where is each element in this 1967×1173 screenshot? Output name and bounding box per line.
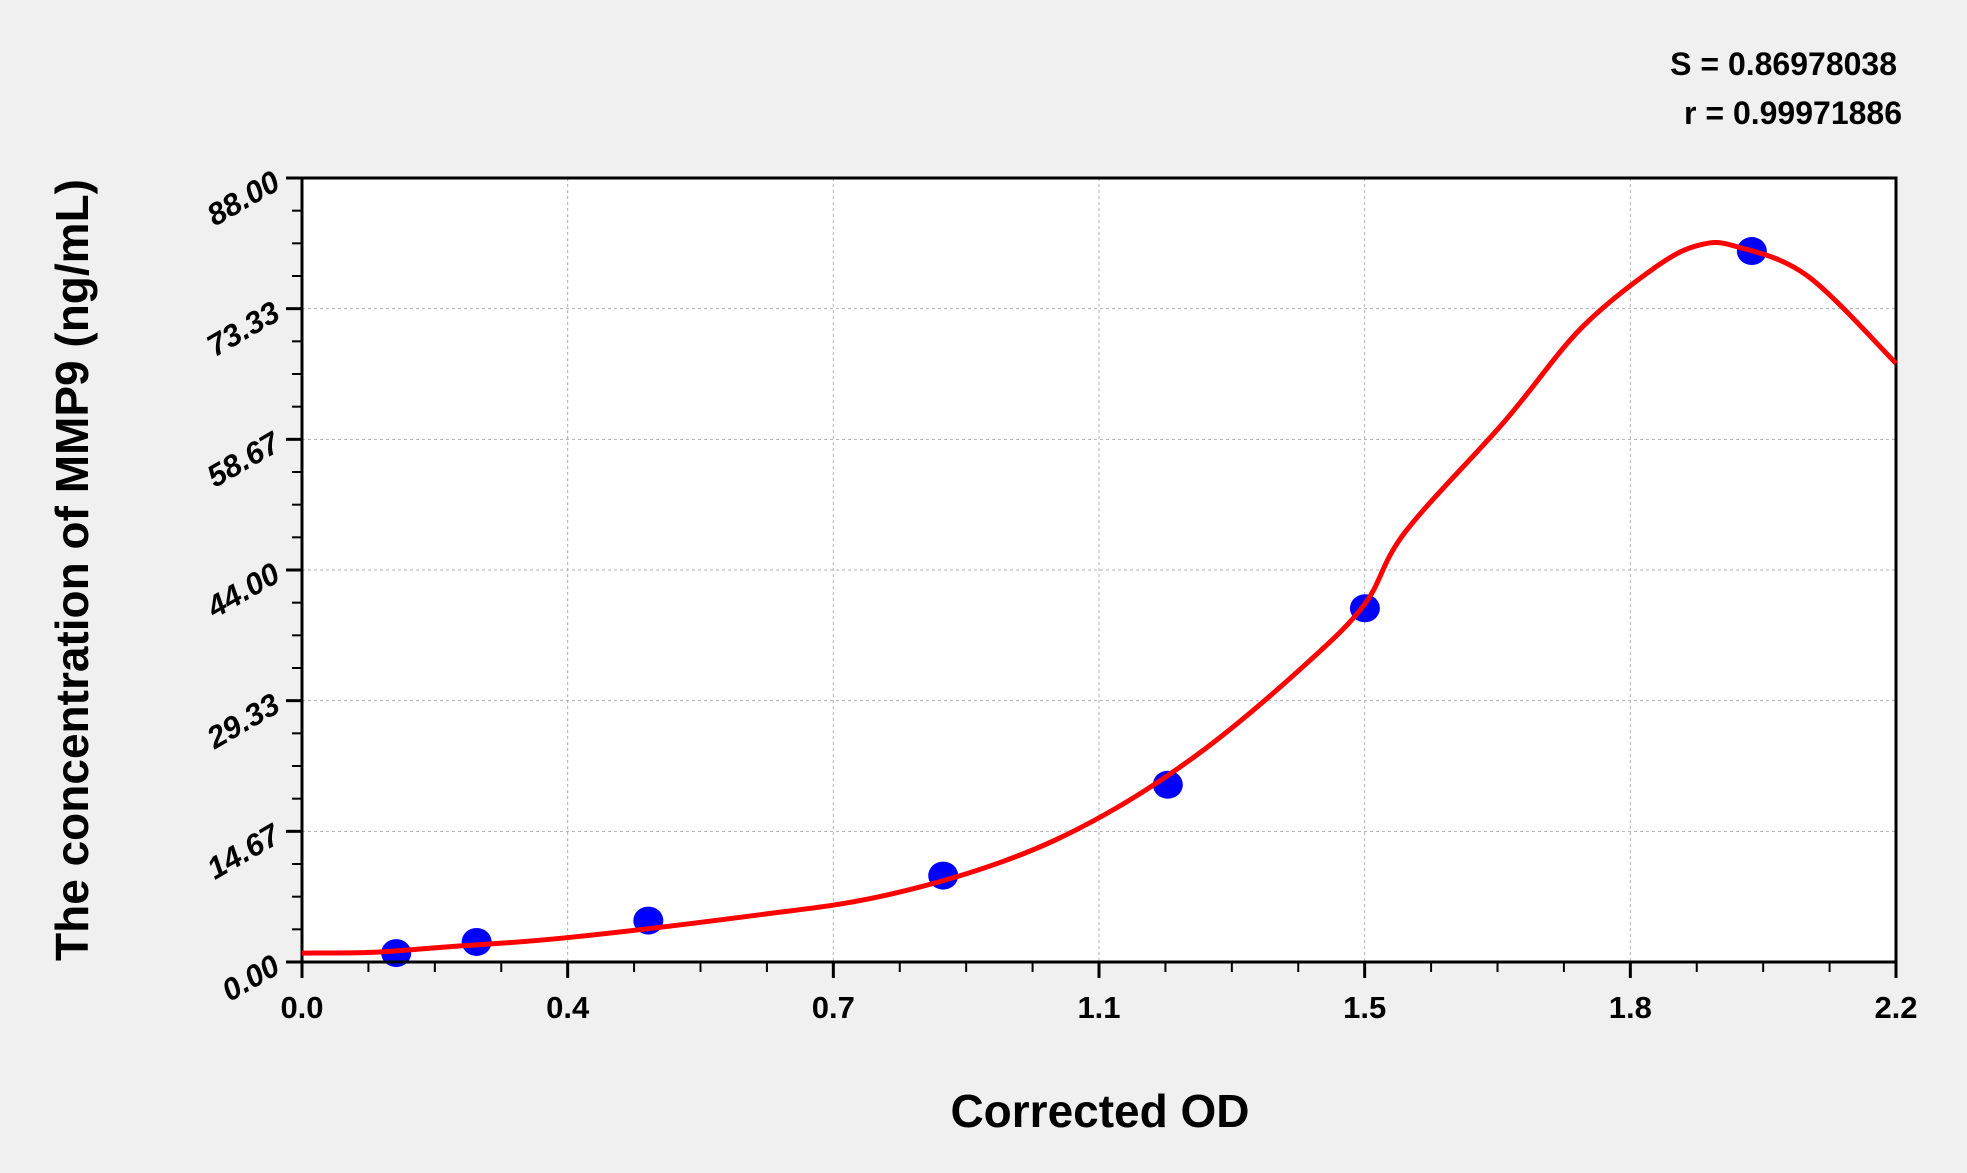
x-tick-label: 0.7	[812, 990, 855, 1025]
s-annotation: S = 0.86978038	[1670, 46, 1897, 82]
y-axis-label: The concentration of MMP9 (ng/mL)	[46, 179, 98, 961]
fit-curve	[301, 240, 1898, 956]
x-tick-label: 0.0	[280, 990, 323, 1025]
x-tick-label: 2.2	[1874, 990, 1917, 1025]
y-tick-label: 88.00	[201, 164, 286, 233]
y-tick-label: 29.33	[200, 686, 286, 756]
data-point	[461, 927, 492, 956]
y-tick-label: 58.67	[201, 424, 287, 494]
x-tick-labels: 0.0 0.4 0.7 1.1 1.5 1.8 2.2	[280, 990, 1917, 1025]
y-tick-label: 14.67	[201, 816, 287, 886]
x-tick-label: 1.5	[1343, 990, 1386, 1025]
plot-frame	[300, 176, 1898, 964]
r-annotation: r = 0.99971886	[1684, 95, 1902, 131]
ticks	[286, 176, 1898, 978]
x-axis-label: Corrected OD	[950, 1085, 1249, 1137]
x-tick-label: 1.8	[1609, 990, 1652, 1025]
grid	[302, 178, 1896, 962]
y-tick-label: 73.33	[201, 294, 286, 363]
y-tick-labels: 0.00 14.67 29.33 44.00 58.67 73.33 88.00	[200, 164, 287, 1008]
y-tick-label: 44.00	[200, 556, 286, 626]
x-tick-label: 1.1	[1077, 990, 1120, 1025]
x-tick-label: 0.4	[546, 990, 590, 1025]
y-tick-label: 0.00	[216, 948, 286, 1008]
